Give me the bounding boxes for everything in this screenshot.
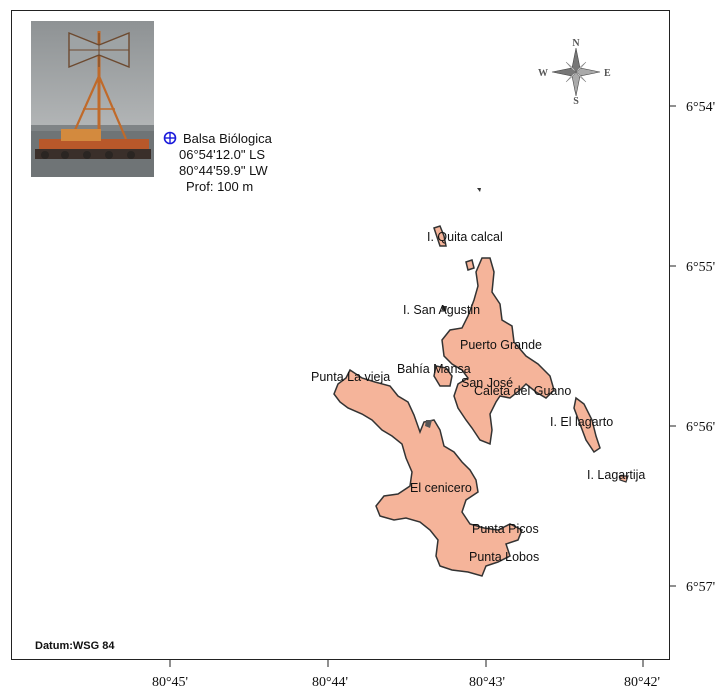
place-label-lagartija: I. Lagartija (587, 468, 645, 482)
island-lagartija (619, 475, 629, 483)
rock-2 (442, 306, 447, 311)
place-label-san-agustin: I. San Agustin (403, 303, 480, 317)
rock-1 (477, 188, 481, 192)
compass-n-label: N (572, 38, 580, 49)
station-latitude: 06°54'12.0" LS (179, 147, 266, 162)
place-labels: I. Quita calcal I. San Agustin Puerto Gr… (311, 230, 645, 564)
place-label-quita-calcal: I. Quita calcal (427, 230, 503, 244)
longitude-ticks (169, 660, 644, 667)
island-bahia (433, 365, 453, 387)
compass-w-label: W (538, 68, 548, 79)
place-label-bahia-mansa: Bahía Mansa (397, 362, 471, 376)
island-group (333, 188, 629, 577)
place-label-punta-lobos: Punta Lobos (469, 550, 539, 564)
compass-rose-icon: N S E W (538, 38, 611, 107)
station-longitude: 80°44'59.9" LW (179, 163, 268, 178)
lon-tick-label: 80°44' (312, 675, 348, 690)
island-main (333, 368, 523, 577)
rock-3 (425, 420, 432, 428)
place-label-el-cenicero: El cenicero (410, 481, 472, 495)
latitude-ticks (670, 105, 676, 587)
place-label-punta-picos: Punta Picos (472, 522, 539, 536)
latitude-tick-labels: 6°54' 6°55' 6°56' 6°57' (686, 100, 715, 595)
island-small-north (465, 259, 475, 271)
compass-e-label: E (604, 68, 611, 79)
island-quita-calcal (433, 225, 447, 247)
lat-tick-label: 6°56' (686, 420, 715, 435)
lat-tick-label: 6°57' (686, 580, 715, 595)
station-marker[interactable] (163, 131, 177, 145)
station-info: Balsa Biólogica 06°54'12.0" LS 80°44'59.… (163, 131, 272, 195)
place-label-caleta-del-guano: Caleta del Guano (474, 384, 571, 398)
lon-tick-label: 80°43' (469, 675, 505, 690)
place-label-puerto-grande: Puerto Grande (460, 338, 542, 352)
place-label-el-lagarto: I. El lagarto (550, 415, 613, 429)
place-label-punta-la-vieja: Punta La vieja (311, 370, 390, 384)
island-el-lagarto (573, 396, 601, 454)
longitude-tick-labels: 80°45' 80°44' 80°43' 80°42' (152, 675, 660, 690)
lat-tick-label: 6°54' (686, 100, 715, 115)
island-north (441, 257, 555, 446)
lon-tick-label: 80°45' (152, 675, 188, 690)
datum-label: Datum:WSG 84 (35, 640, 115, 652)
lat-tick-label: 6°55' (686, 260, 715, 275)
station-depth: Prof: 100 m (186, 179, 254, 194)
station-name: Balsa Biólogica (183, 131, 272, 146)
place-label-san-jose: San José (461, 376, 513, 390)
station-photo (31, 21, 154, 177)
lon-tick-label: 80°42' (624, 675, 660, 690)
compass-s-label: S (573, 96, 579, 107)
